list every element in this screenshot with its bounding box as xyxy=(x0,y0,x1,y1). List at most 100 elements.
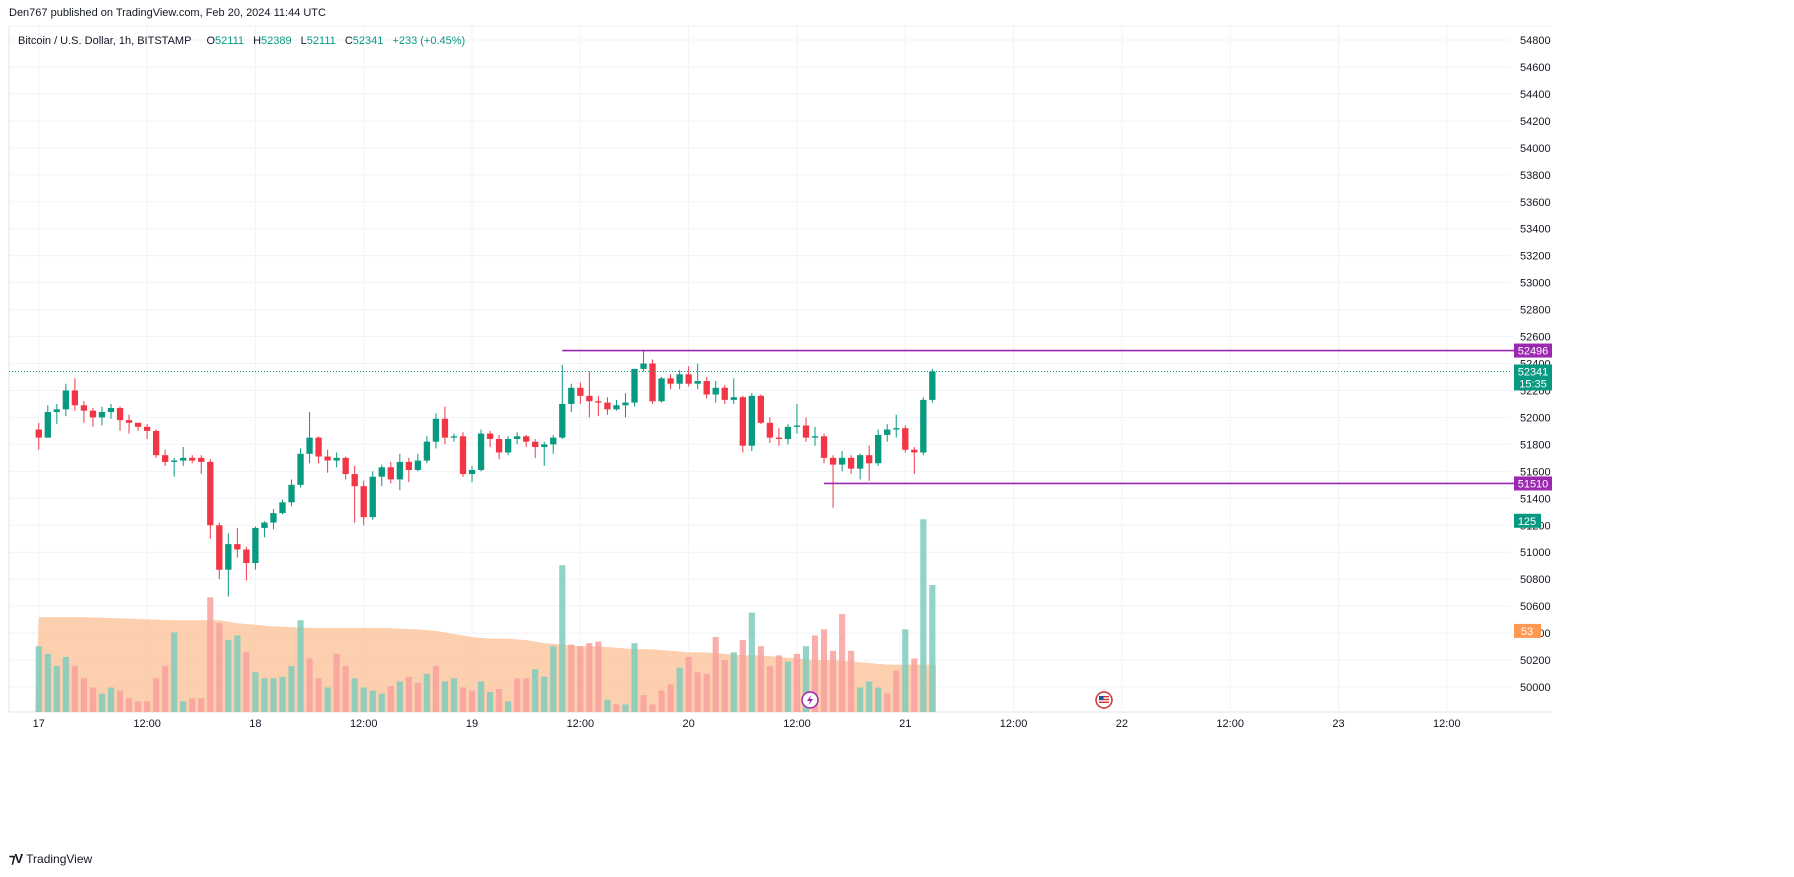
x-tick-label: 12:00 xyxy=(567,718,595,730)
candle-body xyxy=(775,437,783,439)
candle-body xyxy=(784,426,792,439)
y-tick-label: 53600 xyxy=(1520,197,1551,209)
candle-body xyxy=(568,387,575,404)
candle-body xyxy=(829,457,837,465)
volume-bar xyxy=(649,704,656,712)
volume-bar xyxy=(848,650,855,712)
volume-bar xyxy=(866,681,873,712)
volume-bar xyxy=(875,687,882,712)
volume-bar xyxy=(468,690,476,712)
high-label: H xyxy=(253,35,262,47)
volume-bar xyxy=(622,704,629,712)
candle-body xyxy=(342,457,349,475)
candle-body xyxy=(802,425,810,438)
symbol-title[interactable]: Bitcoin / U.S. Dollar, 1h, BITSTAMP xyxy=(18,35,192,47)
x-axis[interactable]: 17 12:00 18 12:00 19 12:00 20 12:00 21 12:00 22 12:… xyxy=(33,718,1461,730)
volume-bar xyxy=(577,646,584,712)
tradingview-brand[interactable]: ⁊V TradingView xyxy=(9,851,92,867)
volume-bar xyxy=(53,666,60,712)
us-flag-icon[interactable] xyxy=(1095,691,1113,709)
x-tick-label: 12:00 xyxy=(1000,718,1028,730)
candle-body xyxy=(351,474,358,487)
y-tick-label: 54400 xyxy=(1520,89,1551,101)
lightning-icon[interactable] xyxy=(801,691,819,709)
candle-body xyxy=(360,486,367,518)
volume-bar xyxy=(730,652,737,712)
candle-body xyxy=(35,429,42,438)
candle-body xyxy=(911,449,918,453)
x-tick-label: 12:00 xyxy=(783,718,811,730)
y-tick-label: 52600 xyxy=(1520,332,1551,344)
candle-body xyxy=(216,525,223,570)
volume-badge xyxy=(1514,623,1541,638)
volume-bar xyxy=(631,643,638,712)
candle-body xyxy=(856,455,864,469)
candle-body xyxy=(53,409,60,413)
candle-body xyxy=(306,437,313,454)
volume-bar xyxy=(414,682,421,712)
volume-bar xyxy=(288,666,295,712)
candle-body xyxy=(658,378,665,402)
candle-body xyxy=(152,430,160,456)
volume-bar xyxy=(505,701,512,712)
event-markers[interactable] xyxy=(801,691,1113,709)
candle-body xyxy=(685,374,692,384)
x-tick-label: 22 xyxy=(1116,718,1128,730)
candle-body xyxy=(234,544,241,550)
candle-body xyxy=(414,460,422,470)
candle-body xyxy=(270,513,277,523)
x-tick-label: 12:00 xyxy=(133,718,161,730)
candle-body xyxy=(838,457,846,465)
volume-badge xyxy=(1514,513,1541,528)
open-value: 52111 xyxy=(215,35,244,47)
volume-bar xyxy=(135,701,142,712)
y-tick-label: 50600 xyxy=(1520,601,1551,613)
volume-bar xyxy=(243,652,250,712)
last-price-badge xyxy=(1514,364,1552,391)
candle-body xyxy=(387,467,394,480)
candle-body xyxy=(405,461,413,470)
open-label: O xyxy=(206,35,216,47)
candle-body xyxy=(207,461,214,526)
y-tick-label: 51400 xyxy=(1520,493,1551,505)
volume-bar xyxy=(44,653,51,712)
candle-body xyxy=(622,402,629,406)
y-tick-label: 54600 xyxy=(1520,62,1551,74)
candle-body xyxy=(180,457,187,461)
volume-bar xyxy=(62,656,69,712)
candle-body xyxy=(649,363,656,402)
volume-bar xyxy=(604,699,611,712)
volume-bar xyxy=(225,640,232,712)
candle-body xyxy=(134,422,142,427)
volume-bar xyxy=(532,669,539,712)
level-badge-label: 52496 xyxy=(1518,346,1549,358)
volume-bar xyxy=(207,597,214,712)
volume-bar xyxy=(189,698,196,712)
volume-bar xyxy=(541,676,548,712)
candle-body xyxy=(559,403,566,438)
volume-bar xyxy=(613,704,620,712)
volume-bar xyxy=(658,690,665,712)
candle-body xyxy=(739,397,746,446)
volume-bar xyxy=(306,658,313,712)
candle-body xyxy=(667,378,674,384)
candle-body xyxy=(89,410,97,418)
candle-body xyxy=(107,407,115,413)
volume-bar xyxy=(324,687,331,712)
countdown-label: 15:35 xyxy=(1519,378,1547,390)
volume-ma-area xyxy=(35,617,936,712)
x-tick-label: 20 xyxy=(683,718,695,730)
last-price-label: 52341 xyxy=(1518,366,1549,378)
level-badge-label: 51510 xyxy=(1518,478,1549,490)
y-tick-label: 54800 xyxy=(1520,35,1551,47)
volume-bar xyxy=(721,659,728,712)
volume-bar xyxy=(739,640,746,712)
volume-bar xyxy=(116,690,124,712)
candle-body xyxy=(811,436,819,438)
candle-body xyxy=(532,441,539,448)
volume-bar xyxy=(685,656,692,712)
candle-body xyxy=(468,469,476,475)
volume-bar xyxy=(80,678,87,712)
